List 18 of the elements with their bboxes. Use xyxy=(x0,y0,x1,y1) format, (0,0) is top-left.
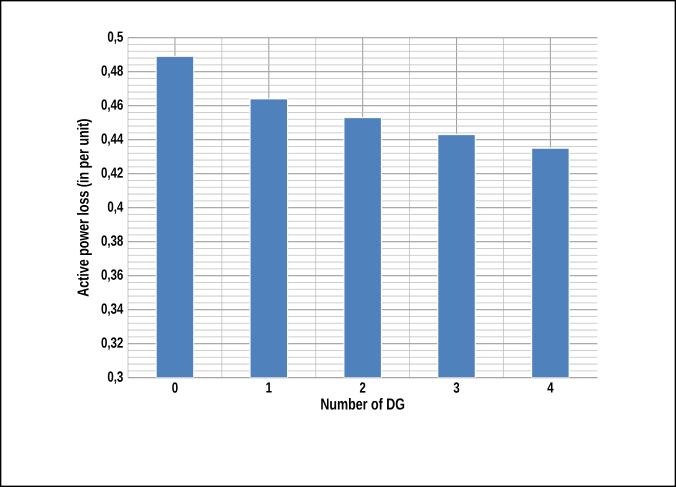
y-tick-label: 0,42 xyxy=(101,167,123,180)
y-tick-label: 0,36 xyxy=(101,269,123,282)
y-axis-title: Active power loss (in per unit) xyxy=(76,119,92,296)
y-tick-label: 0,34 xyxy=(101,303,124,316)
y-tick-label: 0,4 xyxy=(108,201,124,214)
y-tick-label: 0,5 xyxy=(108,31,123,44)
x-tick-label: 0 xyxy=(172,382,178,393)
y-tick-label: 0,46 xyxy=(101,99,123,112)
x-tick-label: 1 xyxy=(266,382,272,392)
x-tick-label: 3 xyxy=(454,382,460,393)
x-tick-label: 2 xyxy=(360,382,366,393)
x-axis-title: Number of DG xyxy=(321,398,404,410)
y-tick-label: 0,3 xyxy=(108,371,123,384)
y-tick-label: 0,48 xyxy=(101,65,123,78)
x-tick-label: 4 xyxy=(547,382,554,392)
y-tick-label: 0,32 xyxy=(101,337,123,350)
y-tick-label: 0,44 xyxy=(101,133,124,146)
y-tick-label: 0,38 xyxy=(101,235,123,248)
